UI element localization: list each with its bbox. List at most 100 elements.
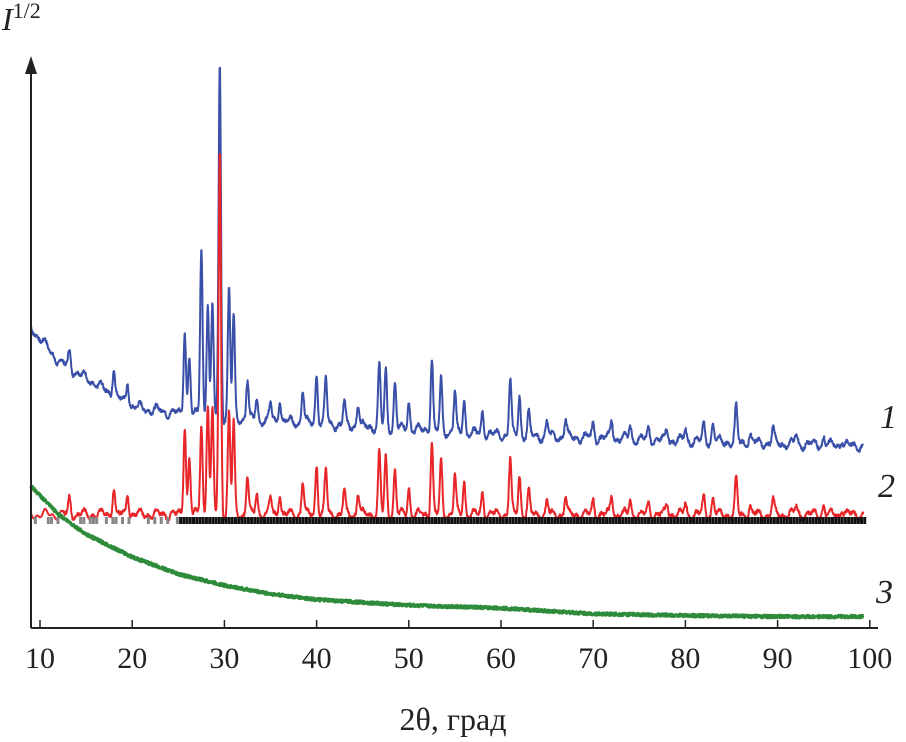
bragg-tick — [198, 517, 202, 524]
bragg-tick — [379, 517, 383, 524]
bragg-tick — [104, 517, 108, 524]
bragg-tick — [256, 517, 260, 524]
bragg-tick — [482, 517, 486, 524]
series-1-line — [29, 66, 865, 453]
bragg-tick — [550, 517, 554, 524]
bragg-tick — [818, 517, 822, 524]
bragg-tick — [501, 517, 505, 524]
bragg-tick — [511, 517, 515, 524]
bragg-tick — [353, 517, 357, 524]
bragg-tick — [521, 517, 525, 524]
bragg-tick — [33, 517, 37, 524]
x-tick-label: 30 — [209, 642, 239, 675]
bragg-tick — [595, 517, 599, 524]
x-tick-label: 10 — [25, 642, 55, 675]
bragg-tick — [485, 517, 489, 524]
bragg-tick — [324, 517, 328, 524]
bragg-tick — [88, 517, 92, 524]
bragg-tick — [698, 517, 702, 524]
bragg-tick — [789, 517, 793, 524]
bragg-tick — [792, 517, 796, 524]
bragg-tick — [517, 517, 521, 524]
bragg-tick — [598, 517, 602, 524]
bragg-tick — [466, 517, 470, 524]
bragg-tick — [350, 517, 354, 524]
bragg-tick — [514, 517, 518, 524]
bragg-tick — [488, 517, 492, 524]
bragg-tick — [456, 517, 460, 524]
bragg-tick — [659, 517, 663, 524]
bragg-tick — [766, 517, 770, 524]
bragg-tick — [776, 517, 780, 524]
bragg-tick — [304, 517, 308, 524]
bragg-tick — [750, 517, 754, 524]
curve-label-2: 2 — [878, 468, 895, 505]
bragg-tick — [672, 517, 676, 524]
bragg-tick — [424, 517, 428, 524]
bragg-tick — [363, 517, 367, 524]
bragg-tick — [240, 517, 244, 524]
bragg-tick — [356, 517, 360, 524]
bragg-tick — [440, 517, 444, 524]
bragg-tick — [834, 517, 838, 524]
bragg-tick — [95, 517, 99, 524]
bragg-tick — [805, 517, 809, 524]
bragg-tick — [421, 517, 425, 524]
bragg-tick — [747, 517, 751, 524]
bragg-tick — [847, 517, 851, 524]
bragg-tick — [798, 517, 802, 524]
bragg-tick — [653, 517, 657, 524]
bragg-tick — [679, 517, 683, 524]
bragg-tick — [708, 517, 712, 524]
bragg-tick — [830, 517, 834, 524]
bragg-tick — [182, 517, 186, 524]
bragg-tick — [724, 517, 728, 524]
bragg-tick — [298, 517, 302, 524]
bragg-tick — [243, 517, 247, 524]
bragg-tick — [343, 517, 347, 524]
bragg-tick — [611, 517, 615, 524]
bragg-tick — [434, 517, 438, 524]
bragg-tick — [443, 517, 447, 524]
series-2-line — [29, 153, 865, 523]
bragg-tick — [217, 517, 221, 524]
bragg-tick — [385, 517, 389, 524]
bragg-tick — [224, 517, 228, 524]
bragg-tick — [340, 517, 344, 524]
bragg-tick — [601, 517, 605, 524]
curve-label-3: 3 — [875, 574, 893, 611]
bragg-tick — [201, 517, 205, 524]
bragg-tick — [772, 517, 776, 524]
bragg-tick — [179, 517, 183, 524]
bragg-tick — [821, 517, 825, 524]
bragg-tick — [734, 517, 738, 524]
bragg-tick — [498, 517, 502, 524]
bragg-tick — [614, 517, 618, 524]
bragg-tick — [127, 517, 131, 524]
bragg-tick — [824, 517, 828, 524]
x-tick-label: 20 — [117, 642, 147, 675]
bragg-tick — [556, 517, 560, 524]
bragg-tick — [624, 517, 628, 524]
bragg-tick — [492, 517, 496, 524]
bragg-tick — [188, 517, 192, 524]
bragg-tick — [153, 517, 157, 524]
bragg-tick — [524, 517, 528, 524]
bragg-tick — [388, 517, 392, 524]
bragg-tick — [469, 517, 473, 524]
bragg-tick — [479, 517, 483, 524]
bragg-tick — [801, 517, 805, 524]
bragg-tick — [314, 517, 318, 524]
bragg-tick — [430, 517, 434, 524]
bragg-tick — [743, 517, 747, 524]
bragg-tick — [227, 517, 231, 524]
bragg-tick — [321, 517, 325, 524]
bragg-tick — [860, 517, 864, 524]
bragg-tick — [269, 517, 273, 524]
bragg-tick — [372, 517, 376, 524]
x-tick-label: 70 — [578, 642, 608, 675]
bragg-tick — [688, 517, 692, 524]
bragg-tick — [763, 517, 767, 524]
bragg-tick — [785, 517, 789, 524]
